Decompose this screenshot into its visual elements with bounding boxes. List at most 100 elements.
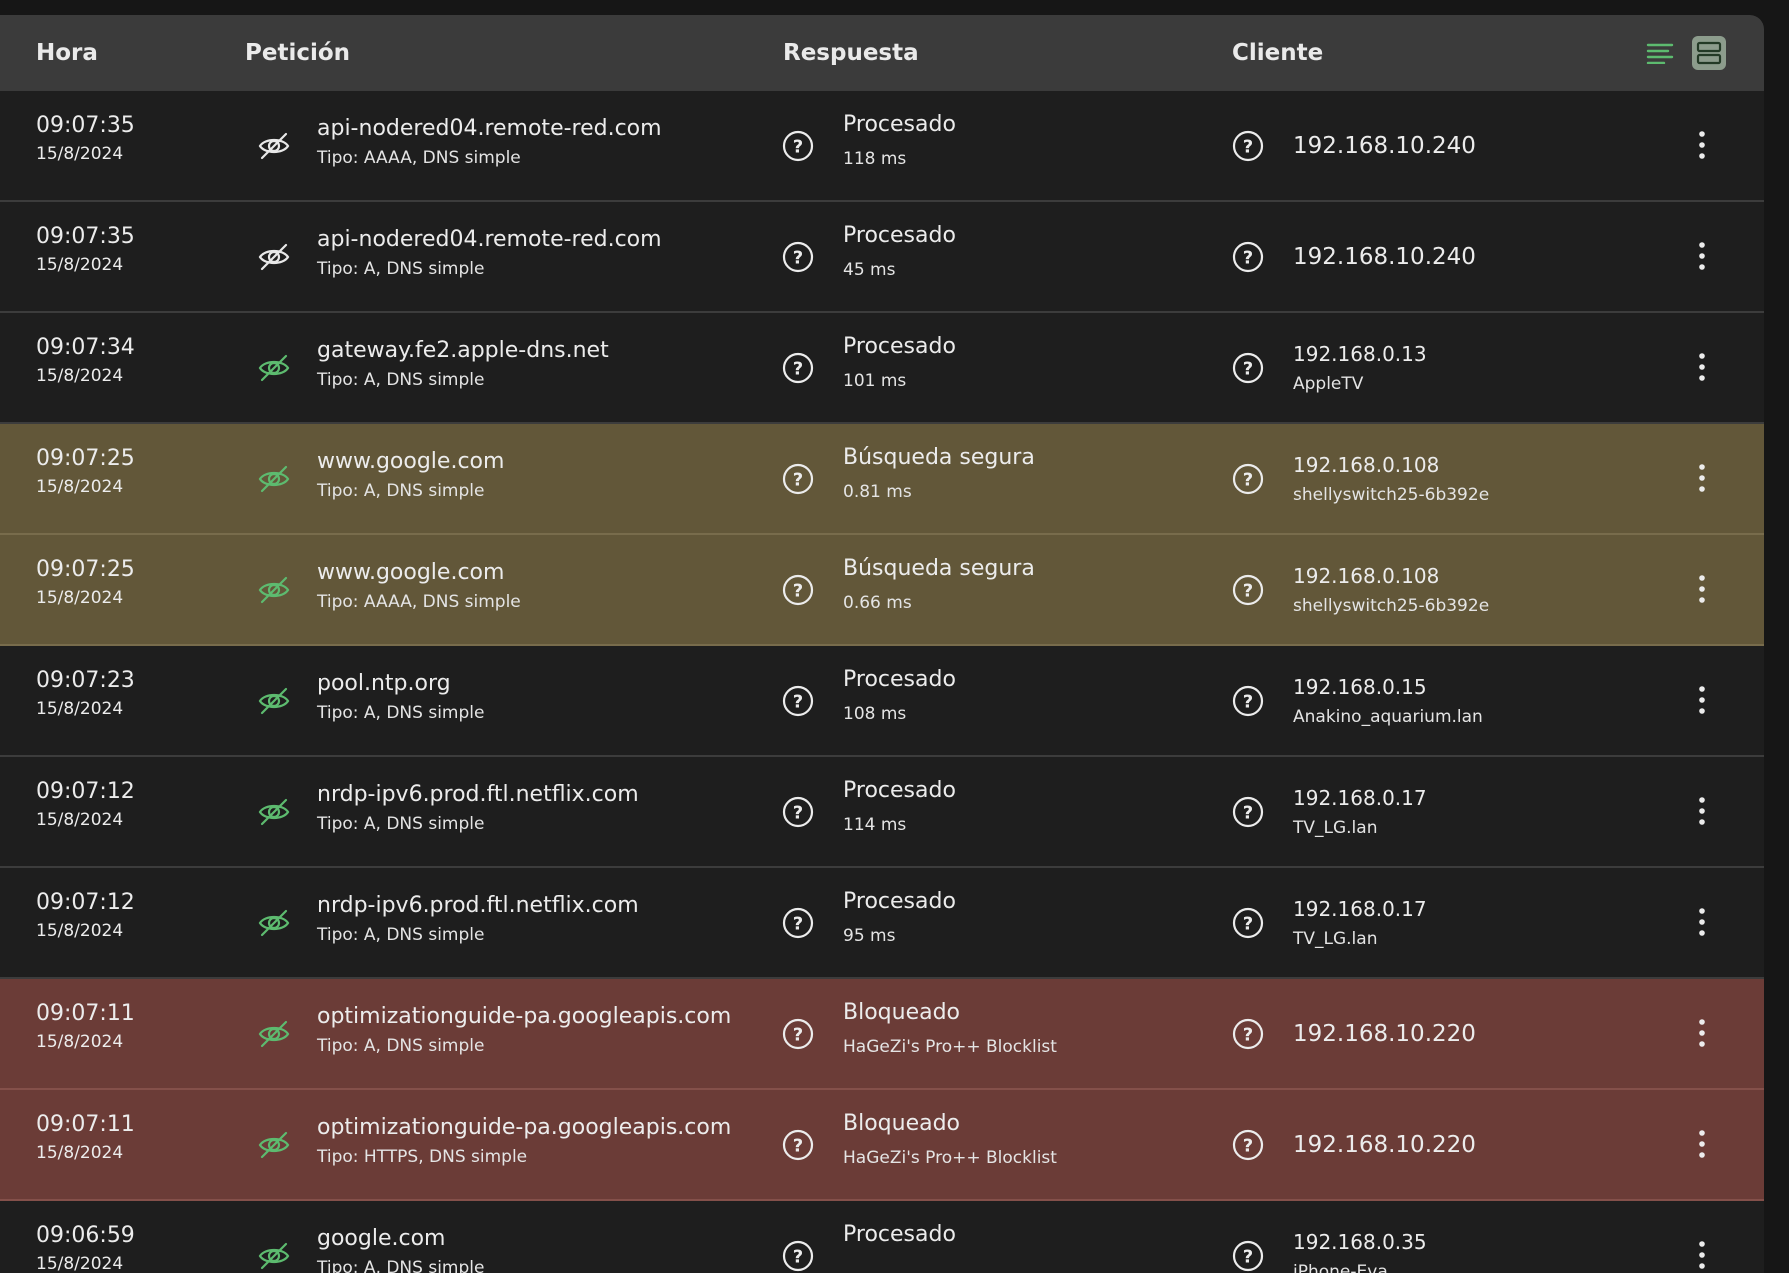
client-cell: 192.168.0.35 iPhone-Eva xyxy=(1293,1201,1427,1273)
eye-off-icon[interactable] xyxy=(257,1128,291,1162)
time-value: 09:07:35 xyxy=(36,224,135,249)
client-ip[interactable]: 192.168.0.108 xyxy=(1293,452,1440,477)
row-menu-button[interactable] xyxy=(1690,460,1714,496)
svg-text:?: ? xyxy=(1243,1025,1253,1046)
response-detail: 0.66 ms xyxy=(843,593,912,613)
compact-view-button[interactable] xyxy=(1643,36,1677,70)
response-help-icon[interactable]: ? xyxy=(781,240,815,274)
client-ip[interactable]: 192.168.0.35 xyxy=(1293,1229,1427,1254)
client-ip[interactable]: 192.168.0.13 xyxy=(1293,341,1427,366)
client-ip[interactable]: 192.168.10.240 xyxy=(1293,243,1476,270)
eye-off-icon[interactable] xyxy=(257,240,291,274)
row-menu-button[interactable] xyxy=(1690,571,1714,607)
time-value: 09:07:23 xyxy=(36,668,135,693)
request-domain[interactable]: www.google.com xyxy=(317,449,505,474)
request-domain[interactable]: pool.ntp.org xyxy=(317,671,451,696)
more-vertical-icon xyxy=(1699,353,1705,381)
eye-off-icon[interactable] xyxy=(257,129,291,163)
client-ip[interactable]: 192.168.0.17 xyxy=(1293,785,1427,810)
response-help-icon[interactable]: ? xyxy=(781,684,815,718)
response-help-icon[interactable]: ? xyxy=(781,906,815,940)
row-menu-button[interactable] xyxy=(1690,793,1714,829)
row-menu-button[interactable] xyxy=(1690,127,1714,163)
time-cell: 09:06:59 15/8/2024 xyxy=(36,1223,135,1273)
client-help-icon[interactable]: ? xyxy=(1231,351,1265,385)
response-help-icon[interactable]: ? xyxy=(781,129,815,163)
request-domain[interactable]: optimizationguide-pa.googleapis.com xyxy=(317,1004,732,1029)
request-domain[interactable]: www.google.com xyxy=(317,560,505,585)
request-domain[interactable]: nrdp-ipv6.prod.ftl.netflix.com xyxy=(317,893,639,918)
row-menu-button[interactable] xyxy=(1690,1015,1714,1051)
eye-off-icon[interactable] xyxy=(257,1017,291,1051)
client-ip[interactable]: 192.168.0.17 xyxy=(1293,896,1427,921)
time-value: 09:07:34 xyxy=(36,335,135,360)
response-help-icon[interactable]: ? xyxy=(781,795,815,829)
eye-off-icon[interactable] xyxy=(257,795,291,829)
date-value: 15/8/2024 xyxy=(36,477,124,497)
request-type: Tipo: A, DNS simple xyxy=(317,925,485,945)
client-help-icon[interactable]: ? xyxy=(1231,240,1265,274)
request-domain[interactable]: api-nodered04.remote-red.com xyxy=(317,227,662,252)
response-status: Búsqueda segura xyxy=(843,556,1035,581)
eye-off-icon[interactable] xyxy=(257,462,291,496)
table-row: 09:07:25 15/8/2024 www.google.com Tipo: … xyxy=(0,424,1764,535)
request-domain[interactable]: nrdp-ipv6.prod.ftl.netflix.com xyxy=(317,782,639,807)
response-help-icon[interactable]: ? xyxy=(781,462,815,496)
eye-off-icon[interactable] xyxy=(257,906,291,940)
expanded-view-button[interactable] xyxy=(1692,36,1726,70)
client-ip[interactable]: 192.168.0.108 xyxy=(1293,563,1440,588)
date-value: 15/8/2024 xyxy=(36,1254,124,1273)
row-menu-button[interactable] xyxy=(1690,1126,1714,1162)
client-help-icon[interactable]: ? xyxy=(1231,1239,1265,1273)
request-domain[interactable]: google.com xyxy=(317,1226,446,1251)
response-cell: Procesado xyxy=(843,1222,956,1259)
request-domain[interactable]: optimizationguide-pa.googleapis.com xyxy=(317,1115,732,1140)
client-ip[interactable]: 192.168.10.220 xyxy=(1293,1020,1476,1047)
eye-off-icon[interactable] xyxy=(257,351,291,385)
response-help-icon[interactable]: ? xyxy=(781,1128,815,1162)
eye-off-icon[interactable] xyxy=(257,1239,291,1273)
client-ip[interactable]: 192.168.0.15 xyxy=(1293,674,1427,699)
response-help-icon[interactable]: ? xyxy=(781,351,815,385)
more-vertical-icon xyxy=(1699,797,1705,825)
table-row: 09:07:35 15/8/2024 api-nodered04.remote-… xyxy=(0,91,1764,202)
eye-off-icon[interactable] xyxy=(257,573,291,607)
request-domain[interactable]: gateway.fe2.apple-dns.net xyxy=(317,338,609,363)
client-name: Anakino_aquarium.lan xyxy=(1293,706,1483,727)
time-value: 09:07:25 xyxy=(36,446,135,471)
response-status: Búsqueda segura xyxy=(843,445,1035,470)
client-help-icon[interactable]: ? xyxy=(1231,795,1265,829)
request-domain[interactable]: api-nodered04.remote-red.com xyxy=(317,116,662,141)
client-help-icon[interactable]: ? xyxy=(1231,573,1265,607)
response-detail: HaGeZi's Pro++ Blocklist xyxy=(843,1037,1057,1057)
response-status: Procesado xyxy=(843,334,956,359)
expanded-view-icon xyxy=(1696,41,1722,65)
request-type: Tipo: A, DNS simple xyxy=(317,814,485,834)
svg-text:?: ? xyxy=(793,137,803,158)
row-menu-button[interactable] xyxy=(1690,904,1714,940)
response-status: Procesado xyxy=(843,778,956,803)
response-help-icon[interactable]: ? xyxy=(781,573,815,607)
client-ip[interactable]: 192.168.10.240 xyxy=(1293,132,1476,159)
client-cell: 192.168.0.17 TV_LG.lan xyxy=(1293,868,1427,977)
row-menu-button[interactable] xyxy=(1690,349,1714,385)
row-menu-button[interactable] xyxy=(1690,238,1714,274)
row-menu-button[interactable] xyxy=(1690,682,1714,718)
client-help-icon[interactable]: ? xyxy=(1231,684,1265,718)
eye-off-icon[interactable] xyxy=(257,684,291,718)
row-menu-button[interactable] xyxy=(1690,1237,1714,1273)
client-help-icon[interactable]: ? xyxy=(1231,906,1265,940)
response-help-icon[interactable]: ? xyxy=(781,1017,815,1051)
response-status: Procesado xyxy=(843,112,956,137)
request-type: Tipo: A, DNS simple xyxy=(317,481,485,501)
client-help-icon[interactable]: ? xyxy=(1231,1017,1265,1051)
response-detail: 45 ms xyxy=(843,260,896,280)
client-help-icon[interactable]: ? xyxy=(1231,462,1265,496)
compact-view-icon xyxy=(1646,43,1674,64)
svg-text:?: ? xyxy=(1243,914,1253,935)
client-ip[interactable]: 192.168.10.220 xyxy=(1293,1131,1476,1158)
client-help-icon[interactable]: ? xyxy=(1231,1128,1265,1162)
client-help-icon[interactable]: ? xyxy=(1231,129,1265,163)
response-detail: 114 ms xyxy=(843,815,907,835)
response-help-icon[interactable]: ? xyxy=(781,1239,815,1273)
